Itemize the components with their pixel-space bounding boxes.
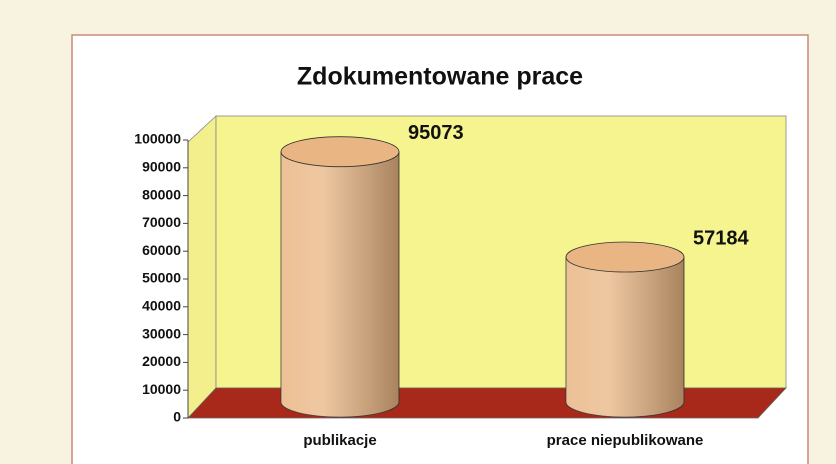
y-tick-label: 30000: [142, 325, 181, 341]
y-tick-label: 50000: [142, 270, 181, 286]
cylinder-top: [565, 241, 685, 273]
y-tick-label: 100000: [134, 131, 181, 147]
floor: [187, 387, 787, 419]
y-tick-label: 70000: [142, 214, 181, 230]
cylinder: [565, 241, 685, 418]
cylinder: [280, 136, 400, 418]
cylinder-shade: [566, 257, 684, 417]
y-tick-label: 80000: [142, 186, 181, 202]
y-tick-label: 40000: [142, 298, 181, 314]
cylinder-top: [280, 136, 400, 168]
chart-title: Zdokumentowane prace: [297, 63, 583, 91]
value-label: 95073: [408, 122, 464, 144]
cylinder-shade: [281, 151, 399, 417]
y-tick-label: 0: [173, 409, 181, 425]
x-tick-label: prace niepublikowane: [547, 432, 704, 449]
y-tick-label: 60000: [142, 242, 181, 258]
y-tick-label: 90000: [142, 159, 181, 175]
value-label: 57184: [693, 227, 749, 249]
x-tick-label: publikacje: [303, 432, 376, 449]
y-tick-label: 10000: [142, 381, 181, 397]
side-wall: [187, 115, 217, 420]
y-tick-label: 20000: [142, 353, 181, 369]
